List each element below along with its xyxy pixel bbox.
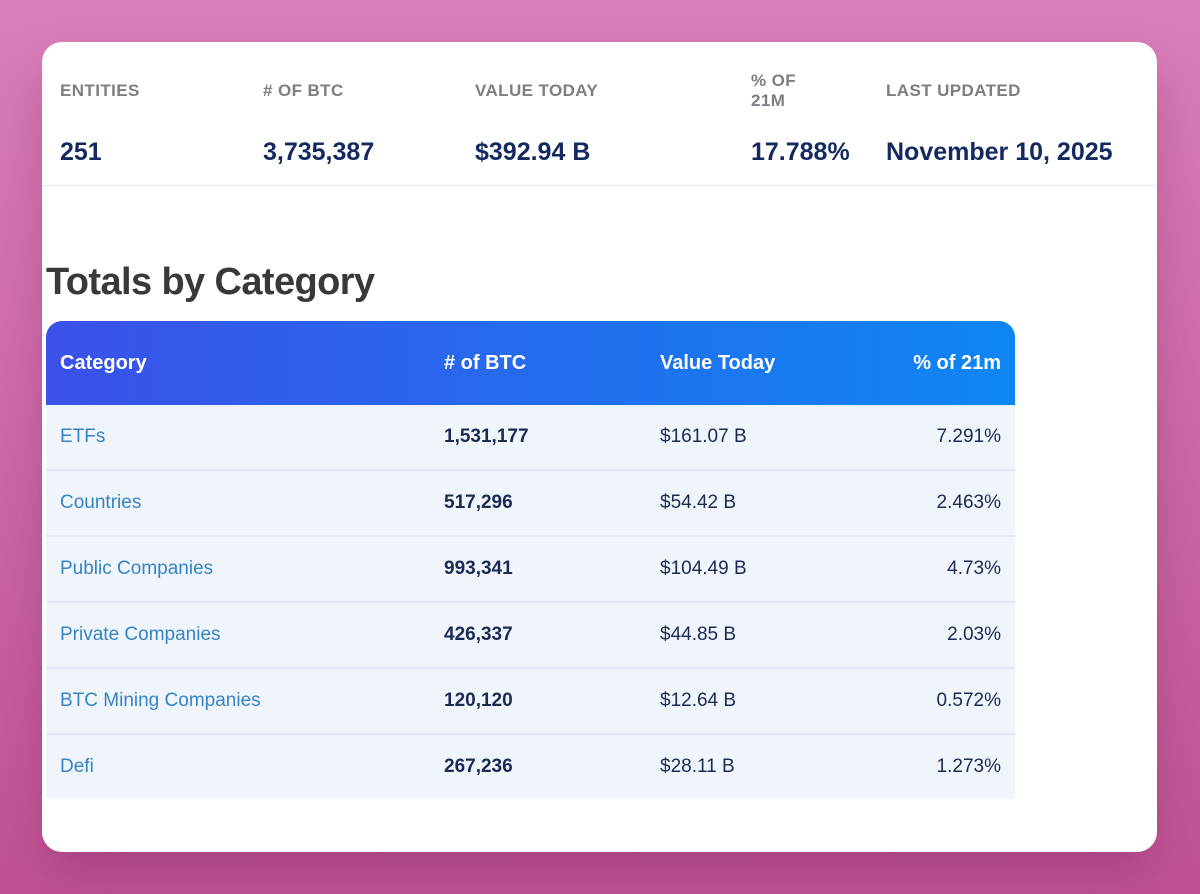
column-header-pct: % of 21m — [913, 351, 1001, 374]
stat-entities-label: ENTITIES — [60, 81, 140, 100]
value-cell: $12.64 B — [660, 690, 737, 711]
pct-cell: 2.03% — [947, 624, 1001, 645]
stat-btc-count-value: 3,735,387 — [263, 138, 375, 166]
stat-value-today-label: VALUE TODAY — [475, 81, 599, 100]
btc-cell: 120,120 — [444, 690, 513, 711]
category-link-private-companies[interactable]: Private Companies — [60, 624, 221, 645]
btc-cell: 1,531,177 — [444, 426, 529, 447]
value-cell: $44.85 B — [660, 624, 737, 645]
main-card: ENTITIES 251 # OF BTC 3,735,387 VALUE TO… — [42, 42, 1157, 852]
category-link-etfs[interactable]: ETFs — [60, 426, 106, 447]
table-header-row: Category # of BTC Value Today % of 21m — [46, 321, 1015, 405]
pct-cell: 0.572% — [936, 690, 1001, 711]
stat-pct-21m-value: 17.788% — [751, 138, 850, 166]
stat-value-today-value: $392.94 B — [475, 138, 591, 166]
column-header-category: Category — [60, 351, 147, 374]
btc-cell: 993,341 — [444, 558, 513, 579]
stat-pct-21m-label: % OF 21M — [751, 71, 797, 110]
category-link-countries[interactable]: Countries — [60, 492, 142, 513]
category-link-public-companies[interactable]: Public Companies — [60, 558, 214, 579]
table-row-btc-mining-companies: BTC Mining Companies 120,120 $12.64 B 0.… — [46, 667, 1015, 733]
category-link-btc-mining-companies[interactable]: BTC Mining Companies — [60, 690, 261, 711]
pct-cell: 2.463% — [936, 492, 1001, 513]
column-header-btc: # of BTC — [444, 351, 527, 374]
column-header-value: Value Today — [660, 351, 776, 374]
stat-last-updated: LAST UPDATED November 10, 2025 — [886, 68, 1139, 185]
table-row-defi: Defi 267,236 $28.11 B 1.273% — [46, 733, 1015, 799]
btc-cell: 426,337 — [444, 624, 513, 645]
stat-pct-21m: % OF 21M 17.788% — [751, 68, 886, 185]
table-row-private-companies: Private Companies 426,337 $44.85 B 2.03% — [46, 601, 1015, 667]
category-table: Category # of BTC Value Today % of 21m E… — [46, 321, 1015, 799]
pct-cell: 1.273% — [936, 756, 1001, 777]
table-row-etfs: ETFs 1,531,177 $161.07 B 7.291% — [46, 405, 1015, 469]
pct-cell: 7.291% — [936, 426, 1001, 447]
stat-btc-count-label: # OF BTC — [263, 81, 344, 100]
btc-cell: 267,236 — [444, 756, 513, 777]
stat-entities: ENTITIES 251 — [60, 68, 263, 185]
stat-btc-count: # OF BTC 3,735,387 — [263, 68, 475, 185]
page-title: Totals by Category — [46, 261, 375, 303]
value-cell: $161.07 B — [660, 426, 747, 447]
table-row-public-companies: Public Companies 993,341 $104.49 B 4.73% — [46, 535, 1015, 601]
value-cell: $54.42 B — [660, 492, 737, 513]
value-cell: $104.49 B — [660, 558, 747, 579]
stat-value-today: VALUE TODAY $392.94 B — [475, 68, 751, 185]
table-row-countries: Countries 517,296 $54.42 B 2.463% — [46, 469, 1015, 535]
pct-cell: 4.73% — [947, 558, 1001, 579]
category-link-defi[interactable]: Defi — [60, 756, 94, 777]
btc-cell: 517,296 — [444, 492, 513, 513]
stat-entities-value: 251 — [60, 138, 102, 166]
stats-bar: ENTITIES 251 # OF BTC 3,735,387 VALUE TO… — [42, 42, 1157, 186]
stat-last-updated-value: November 10, 2025 — [886, 138, 1113, 166]
value-cell: $28.11 B — [660, 756, 735, 777]
stat-last-updated-label: LAST UPDATED — [886, 81, 1021, 100]
